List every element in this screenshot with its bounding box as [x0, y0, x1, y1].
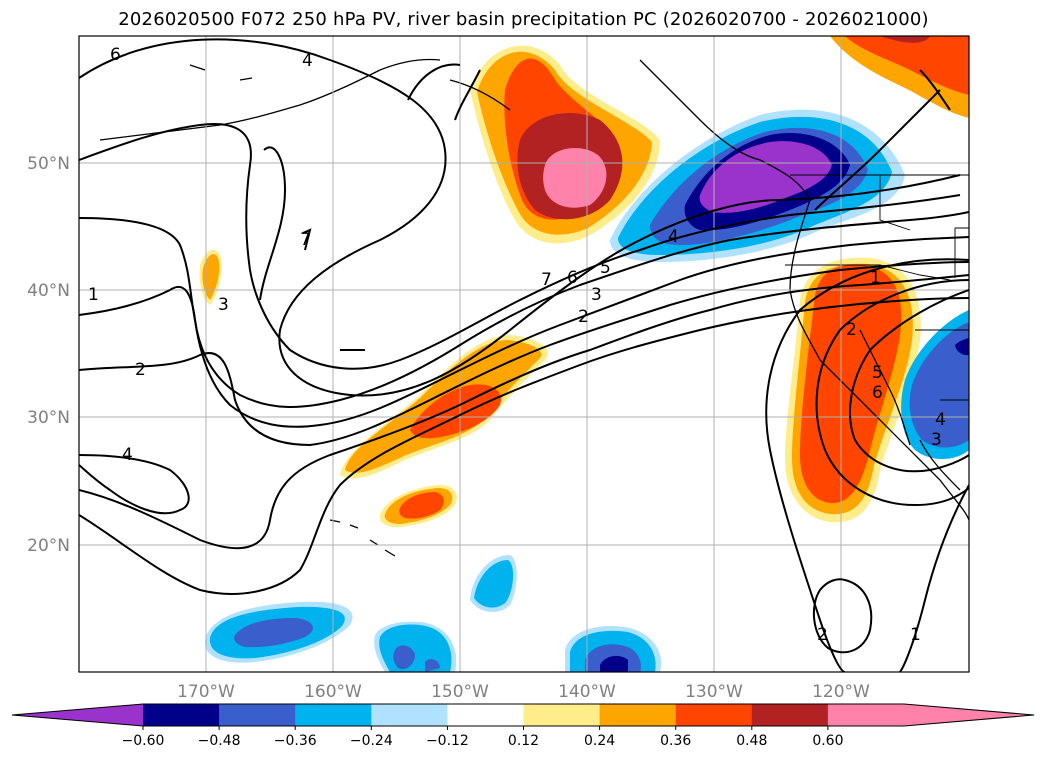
- lon-label: 120°W: [812, 682, 870, 702]
- contour-label: 1: [910, 625, 921, 645]
- colorbar-tick-label: −0.24: [350, 733, 393, 749]
- colorbar-segment: [143, 704, 220, 726]
- colorbar-extend-low: [12, 704, 143, 726]
- contour-label: 1: [870, 268, 881, 288]
- contour-label: 3: [591, 285, 602, 305]
- lon-axis: 170°W 160°W 150°W 140°W 130°W 120°W: [177, 682, 870, 702]
- pv-contours: [79, 38, 969, 672]
- colorbar-segment: [751, 704, 829, 726]
- contour-label: 2: [817, 625, 828, 645]
- colorbar-segment: [219, 704, 296, 726]
- colorbar-segment: [827, 704, 905, 726]
- contour-label: 3: [218, 295, 229, 315]
- lat-label: 30°N: [27, 408, 70, 428]
- colorbar-segment: [599, 704, 677, 726]
- contour-label: 2: [135, 360, 146, 380]
- colorbar-tick-label: −0.36: [274, 733, 317, 749]
- colorbar-segment: [447, 704, 524, 726]
- map-plot-area[interactable]: 6 4 7 1 3 2 4 7 6 5 3 2 4 1 2 5 6 3 4 2 …: [79, 36, 969, 672]
- contour-label: 5: [872, 363, 883, 383]
- contour-label: 5: [600, 258, 611, 278]
- lat-label: 40°N: [27, 281, 70, 301]
- contour-label: 7: [541, 270, 552, 290]
- contour-label: 7: [300, 230, 311, 250]
- colorbar-segment: [371, 704, 448, 726]
- contour-label: 3: [931, 430, 942, 450]
- contour-label: 4: [935, 410, 946, 430]
- colorbar-tick-label: 0.60: [812, 733, 843, 749]
- contour-label: 4: [122, 445, 133, 465]
- colorbar-tick-label: 0.36: [660, 733, 691, 749]
- colorbar-segment: [295, 704, 372, 726]
- contour-label: 2: [578, 307, 589, 327]
- contour-label: 6: [110, 45, 121, 65]
- contour-label: 4: [668, 227, 679, 247]
- colorbar-tick-label: 0.24: [584, 733, 615, 749]
- lon-label: 150°W: [431, 682, 489, 702]
- lon-label: 170°W: [177, 682, 235, 702]
- colorbar-tick-label: −0.48: [198, 733, 241, 749]
- colorbar-tick-label: 0.12: [508, 733, 539, 749]
- contour-label: 2: [846, 320, 857, 340]
- colorbar-tick-label: 0.48: [736, 733, 767, 749]
- colorbar-extend-high: [904, 704, 1034, 726]
- contour-label: 6: [567, 268, 578, 288]
- precip-shading: [199, 36, 969, 672]
- colorbar-segment: [675, 704, 753, 726]
- colorbar-tick-label: −0.12: [426, 733, 469, 749]
- colorbar-tick-label: −0.60: [122, 733, 165, 749]
- lon-label: 140°W: [558, 682, 616, 702]
- lat-axis: 50°N 40°N 30°N 20°N: [27, 154, 70, 556]
- colorbar: −0.60 −0.48 −0.36 −0.24 −0.12 0.12 0.24 0.36 0.4…: [11, 703, 1035, 749]
- map-frame: [78, 35, 970, 673]
- lat-label: 50°N: [27, 154, 70, 174]
- contour-label: 6: [872, 383, 883, 403]
- lat-label: 20°N: [27, 536, 70, 556]
- contour-labels: 6 4 7 1 3 2 4 7 6 5 3 2 4 1 2 5 6 3 4 2 …: [88, 45, 946, 645]
- lon-label: 160°W: [304, 682, 362, 702]
- colorbar-segment: [523, 704, 601, 726]
- contour-label: 4: [302, 51, 313, 71]
- lon-label: 130°W: [685, 682, 743, 702]
- map-title: 2026020500 F072 250 hPa PV, river basin …: [118, 9, 929, 30]
- contour-label: 1: [88, 285, 99, 305]
